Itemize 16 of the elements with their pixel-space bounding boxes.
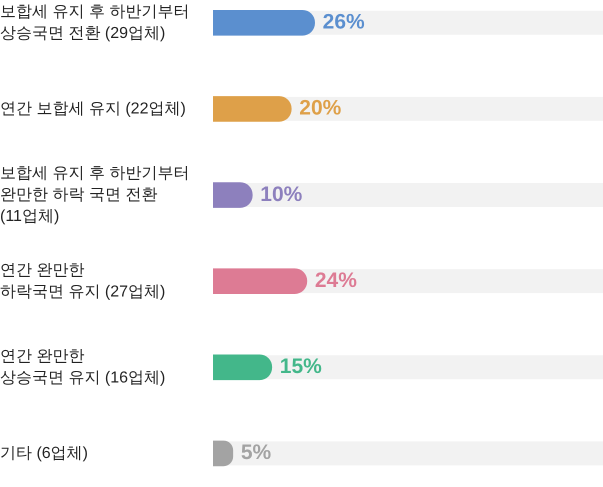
bar bbox=[213, 354, 272, 380]
data-label: 20% bbox=[299, 96, 342, 120]
bar bbox=[213, 268, 308, 294]
y-tick-label: 보합세 유지 후 하반기부터 상승국면 전환 (29업체) bbox=[0, 3, 190, 42]
data-label: 10% bbox=[260, 182, 303, 206]
y-tick-label: 연간 완만한 하락국면 유지 (27업체) bbox=[0, 262, 166, 300]
data-label: 24% bbox=[314, 268, 358, 292]
bar bbox=[213, 96, 292, 122]
data-label: 5% bbox=[240, 441, 272, 464]
data-label: 26% bbox=[322, 10, 366, 34]
y-tick-label: 연간 보합세 유지 (22업체) bbox=[0, 100, 186, 118]
bar bbox=[213, 182, 253, 208]
y-tick-label: 보합세 유지 후 하반기부터 완만한 하락 국면 전환 (11업체) bbox=[0, 164, 190, 226]
data-label: 15% bbox=[280, 355, 322, 378]
y-tick-label: 연간 완만한 상승국면 유지 (16업체) bbox=[0, 348, 166, 386]
y-tick-label: 기타 (6업체) bbox=[0, 444, 88, 462]
